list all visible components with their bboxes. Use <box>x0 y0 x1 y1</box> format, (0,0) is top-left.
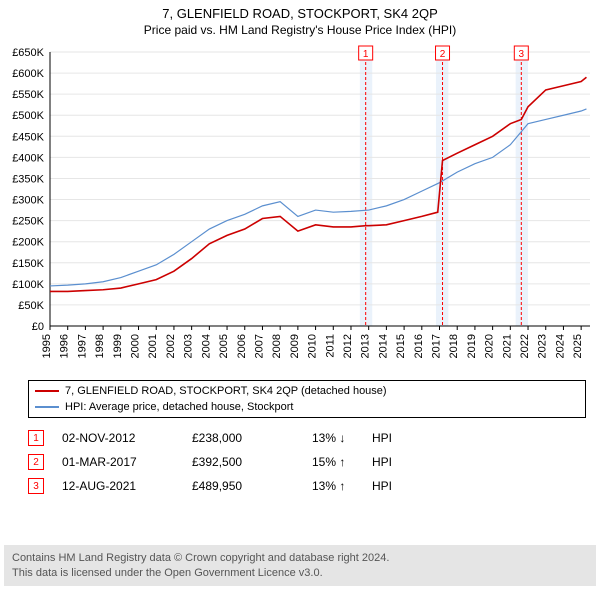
svg-text:2018: 2018 <box>448 334 460 358</box>
svg-text:2016: 2016 <box>413 334 425 358</box>
svg-text:£300K: £300K <box>12 195 44 207</box>
marker-pct: 15% ↑ <box>312 455 372 469</box>
marker-date: 12-AUG-2021 <box>62 479 192 493</box>
marker-suffix: HPI <box>372 431 392 445</box>
svg-text:2008: 2008 <box>271 334 283 358</box>
svg-text:2025: 2025 <box>572 334 584 358</box>
svg-text:1998: 1998 <box>94 334 106 358</box>
marker-date: 01-MAR-2017 <box>62 455 192 469</box>
svg-text:£150K: £150K <box>12 258 44 270</box>
page-title: 7, GLENFIELD ROAD, STOCKPORT, SK4 2QP <box>0 6 600 21</box>
svg-text:2009: 2009 <box>289 334 301 358</box>
svg-text:£400K: £400K <box>12 152 44 164</box>
marker-pct: 13% ↑ <box>312 479 372 493</box>
svg-text:2006: 2006 <box>236 334 248 358</box>
marker-badge: 2 <box>28 454 44 470</box>
svg-text:£50K: £50K <box>18 300 44 312</box>
svg-text:£100K: £100K <box>12 279 44 291</box>
svg-text:1995: 1995 <box>41 334 53 358</box>
svg-text:£450K: £450K <box>12 131 44 143</box>
footer-line-2: This data is licensed under the Open Gov… <box>12 566 588 580</box>
page-subtitle: Price paid vs. HM Land Registry's House … <box>0 23 600 37</box>
svg-text:2010: 2010 <box>307 334 319 358</box>
legend-swatch <box>35 406 59 408</box>
svg-text:2003: 2003 <box>183 334 195 358</box>
svg-text:2019: 2019 <box>466 334 478 358</box>
svg-text:3: 3 <box>519 49 525 60</box>
marker-date: 02-NOV-2012 <box>62 431 192 445</box>
legend-item: HPI: Average price, detached house, Stoc… <box>35 399 579 415</box>
svg-text:£500K: £500K <box>12 110 44 122</box>
svg-text:2020: 2020 <box>484 334 496 358</box>
legend-item: 7, GLENFIELD ROAD, STOCKPORT, SK4 2QP (d… <box>35 383 579 399</box>
svg-text:2012: 2012 <box>342 334 354 358</box>
svg-text:£650K: £650K <box>12 47 44 59</box>
svg-text:£350K: £350K <box>12 173 44 185</box>
svg-text:2023: 2023 <box>537 334 549 358</box>
svg-text:2: 2 <box>440 49 446 60</box>
svg-text:2004: 2004 <box>200 334 212 358</box>
marker-row: 3 12-AUG-2021£489,95013% ↑HPI <box>28 474 572 498</box>
transaction-markers: 102-NOV-2012£238,00013% ↓HPI201-MAR-2017… <box>28 426 572 498</box>
svg-text:2000: 2000 <box>130 334 142 358</box>
svg-text:2021: 2021 <box>501 334 513 358</box>
footer-licence: Contains HM Land Registry data © Crown c… <box>4 545 596 586</box>
legend-swatch <box>35 390 59 392</box>
svg-text:£0: £0 <box>32 321 44 333</box>
svg-text:£600K: £600K <box>12 68 44 80</box>
svg-text:1999: 1999 <box>112 334 124 358</box>
svg-text:2002: 2002 <box>165 334 177 358</box>
svg-text:2017: 2017 <box>431 334 443 358</box>
svg-text:2013: 2013 <box>360 334 372 358</box>
legend-label: HPI: Average price, detached house, Stoc… <box>65 401 294 413</box>
svg-text:£200K: £200K <box>12 237 44 249</box>
marker-row: 1 02-NOV-2012£238,00013% ↓HPI <box>28 426 572 450</box>
marker-price: £489,950 <box>192 479 312 493</box>
svg-text:1997: 1997 <box>76 334 88 358</box>
marker-price: £392,500 <box>192 455 312 469</box>
marker-pct: 13% ↓ <box>312 431 372 445</box>
svg-text:2005: 2005 <box>218 334 230 358</box>
marker-badge: 1 <box>28 430 44 446</box>
legend-label: 7, GLENFIELD ROAD, STOCKPORT, SK4 2QP (d… <box>65 385 387 397</box>
svg-text:£250K: £250K <box>12 216 44 228</box>
svg-text:2007: 2007 <box>253 334 265 358</box>
marker-suffix: HPI <box>372 479 392 493</box>
svg-text:2014: 2014 <box>377 334 389 358</box>
svg-text:2015: 2015 <box>395 334 407 358</box>
marker-price: £238,000 <box>192 431 312 445</box>
svg-text:2001: 2001 <box>147 334 159 358</box>
svg-text:2024: 2024 <box>554 334 566 358</box>
marker-row: 2 01-MAR-2017£392,50015% ↑HPI <box>28 450 572 474</box>
legend: 7, GLENFIELD ROAD, STOCKPORT, SK4 2QP (d… <box>28 380 586 418</box>
svg-text:1: 1 <box>363 49 369 60</box>
marker-badge: 3 <box>28 478 44 494</box>
marker-suffix: HPI <box>372 455 392 469</box>
svg-text:£550K: £550K <box>12 89 44 101</box>
svg-text:2011: 2011 <box>324 334 336 358</box>
price-chart: £0 £50K £100K £150K £200K £250K £300K £350K £400… <box>0 44 600 370</box>
svg-text:2022: 2022 <box>519 334 531 358</box>
svg-text:1996: 1996 <box>59 334 71 358</box>
footer-line-1: Contains HM Land Registry data © Crown c… <box>12 551 588 565</box>
